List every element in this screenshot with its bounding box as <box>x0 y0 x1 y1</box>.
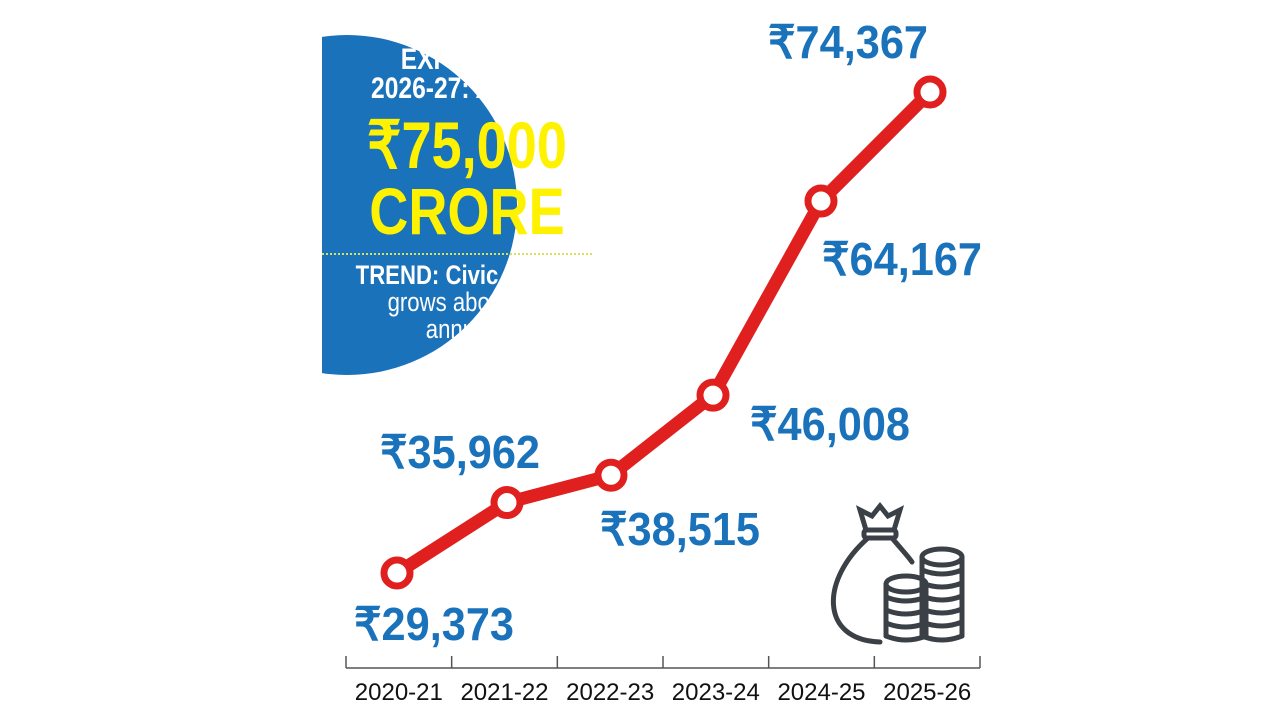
callout-divider <box>322 253 592 255</box>
data-point <box>913 75 947 109</box>
data-label: ₹35,962 <box>380 426 540 478</box>
data-point <box>380 556 414 590</box>
callout-trend-3: annually <box>425 314 509 344</box>
x-tick-label: 2024-25 <box>777 679 865 706</box>
data-point <box>696 378 730 412</box>
callout-clip: EXPECTED 2026-27: ABOVE ₹75,000 CRORE TR… <box>322 0 722 400</box>
data-label: ₹46,008 <box>750 398 910 450</box>
x-tick-label: 2025-26 <box>883 679 971 706</box>
data-point <box>804 184 838 218</box>
x-tick-label: 2020-21 <box>355 679 443 706</box>
callout-unit: CRORE <box>369 174 565 248</box>
x-tick-label: 2023-24 <box>672 679 760 706</box>
callout-trend-2: grows about 5% <box>387 287 547 317</box>
data-label: ₹74,367 <box>768 16 928 68</box>
callout-line2: 2026-27: ABOVE <box>371 72 563 105</box>
x-tick-label: 2021-22 <box>460 679 548 706</box>
series-line <box>393 87 935 579</box>
money-bag-coins-icon <box>831 501 965 645</box>
data-label: ₹38,515 <box>600 503 760 555</box>
callout-trend-1: TREND: Civic budget <box>355 260 579 290</box>
data-point <box>594 458 628 492</box>
callout-line1: EXPECTED <box>400 43 534 76</box>
data-label: ₹64,167 <box>822 233 982 285</box>
data-label: ₹29,373 <box>354 598 514 650</box>
callout-amount: ₹75,000 <box>367 108 567 182</box>
x-tick-label: 2022-23 <box>566 679 654 706</box>
data-point <box>490 486 524 520</box>
